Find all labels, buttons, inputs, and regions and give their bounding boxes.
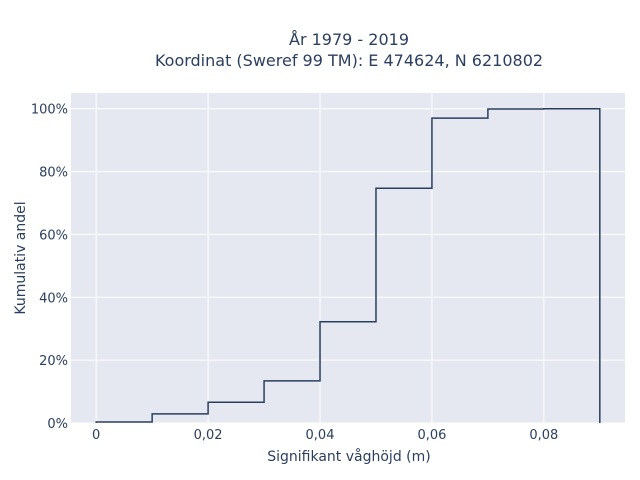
x-tick-label: 0,02 xyxy=(194,428,223,443)
grid xyxy=(71,93,625,424)
x-tick-label: 0,06 xyxy=(417,428,446,443)
chart-title-line-1: År 1979 - 2019 xyxy=(289,30,409,49)
y-tick-label: 0% xyxy=(47,417,68,432)
x-tick-label: 0,08 xyxy=(529,428,558,443)
x-tick-label: 0,04 xyxy=(306,428,335,443)
y-tick-label: 100% xyxy=(31,103,68,118)
y-tick-label: 20% xyxy=(39,354,68,369)
y-axis-title: Kumulativ andel xyxy=(13,201,29,314)
x-tick-label: 0 xyxy=(92,428,100,443)
cumulative-step-line xyxy=(95,107,601,423)
y-axis-ticks: 0% 20% 40% 60% 80% 100% xyxy=(31,103,68,432)
y-tick-label: 80% xyxy=(39,166,68,181)
x-axis-ticks: 0 0,02 0,04 0,06 0,08 xyxy=(92,428,558,443)
y-tick-label: 40% xyxy=(39,291,68,306)
plot-background xyxy=(71,93,625,423)
chart-title-line-2: Koordinat (Sweref 99 TM): E 474624, N 62… xyxy=(155,51,543,70)
x-axis-title: Signifikant våghöjd (m) xyxy=(267,448,430,465)
y-tick-label: 60% xyxy=(39,228,68,243)
